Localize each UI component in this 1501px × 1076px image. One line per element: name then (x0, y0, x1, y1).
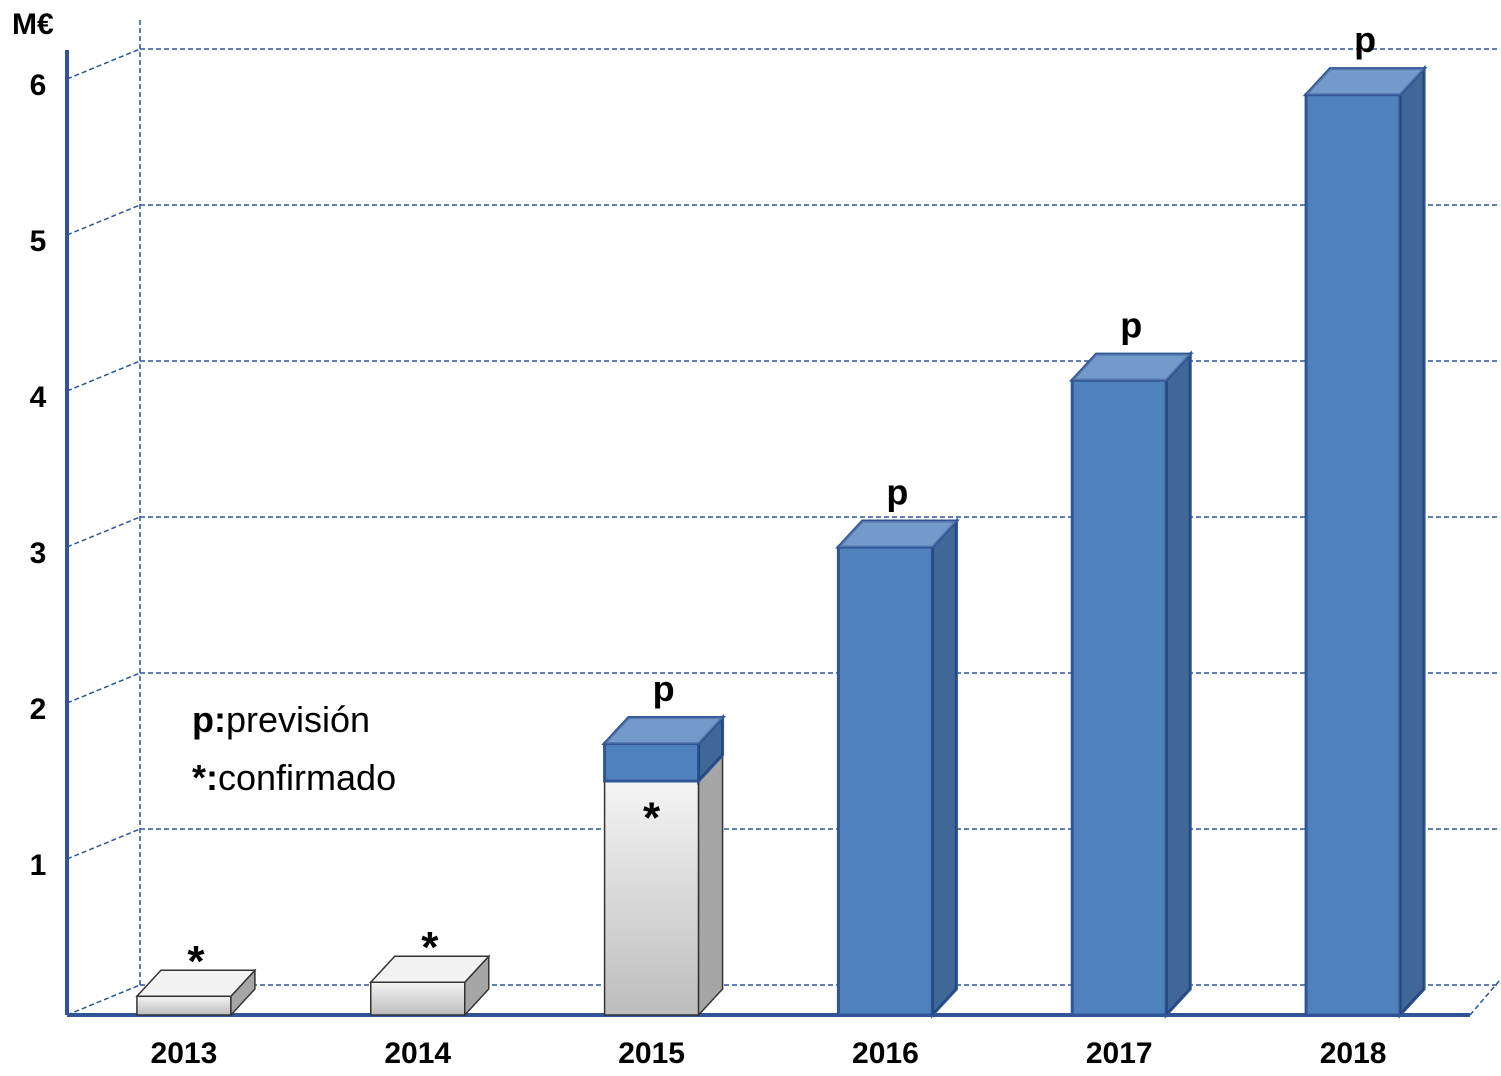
x-tick-label: 2018 (1320, 1037, 1387, 1070)
data-label: p (1120, 305, 1142, 346)
legend-label: previsión (226, 699, 370, 740)
grid-line-side (66, 48, 141, 80)
data-label: * (643, 794, 661, 843)
x-tick-label: 2017 (1086, 1037, 1153, 1070)
legend-entry: *:confirmado (192, 757, 396, 798)
y-tick-label: 5 (30, 225, 47, 258)
y-axis-unit: M€ (12, 8, 54, 41)
bar-side-shade (698, 717, 723, 781)
grid-line-side (66, 204, 141, 236)
bar-front (1304, 93, 1402, 1017)
grid-line-side (66, 672, 141, 704)
data-label: p (886, 472, 908, 513)
grid-line-side (66, 828, 141, 860)
bar-top (834, 519, 960, 549)
data-label: p (1354, 19, 1376, 60)
bar-top (135, 969, 257, 998)
grid-line-side (66, 516, 141, 548)
bar-front (603, 780, 700, 1016)
data-label: * (187, 937, 205, 986)
bar-front (603, 742, 701, 783)
bar-side-shade (1166, 354, 1191, 1016)
x-tick-label: 2013 (151, 1037, 218, 1070)
legend-key: p: (192, 699, 226, 740)
bar-top-light (1072, 354, 1191, 381)
y-tick-label: 1 (30, 849, 47, 882)
bar-top (601, 716, 727, 746)
x-tick-label: 2014 (384, 1037, 451, 1070)
bar-top (1302, 67, 1428, 97)
legend-entry: p:previsión (192, 699, 370, 740)
bar-top-light (838, 521, 957, 547)
bar-front (836, 545, 934, 1017)
y-tick-label: 2 (30, 693, 47, 726)
bar-top-light (1306, 68, 1425, 95)
bar-front (1070, 378, 1168, 1017)
y-tick-label: 6 (30, 69, 47, 102)
y-tick-label: 4 (30, 381, 47, 414)
y-tick-label: 3 (30, 537, 47, 570)
bar-top (1068, 352, 1194, 382)
x-tick-label: 2015 (618, 1037, 685, 1070)
bar-front (370, 981, 466, 1016)
legend-key: *: (192, 757, 218, 798)
bar-front (136, 995, 232, 1016)
bar-top (369, 955, 491, 983)
grid-line-side (66, 360, 141, 392)
data-label: * (421, 923, 439, 972)
data-label: p (653, 668, 675, 709)
floor-side-edge (66, 984, 141, 1016)
x-tick-label: 2016 (852, 1037, 919, 1070)
bar-side-shade (1400, 68, 1425, 1016)
bar-top-light (604, 717, 723, 744)
bar-side-shade (932, 521, 957, 1015)
legend-label: confirmado (218, 757, 396, 798)
